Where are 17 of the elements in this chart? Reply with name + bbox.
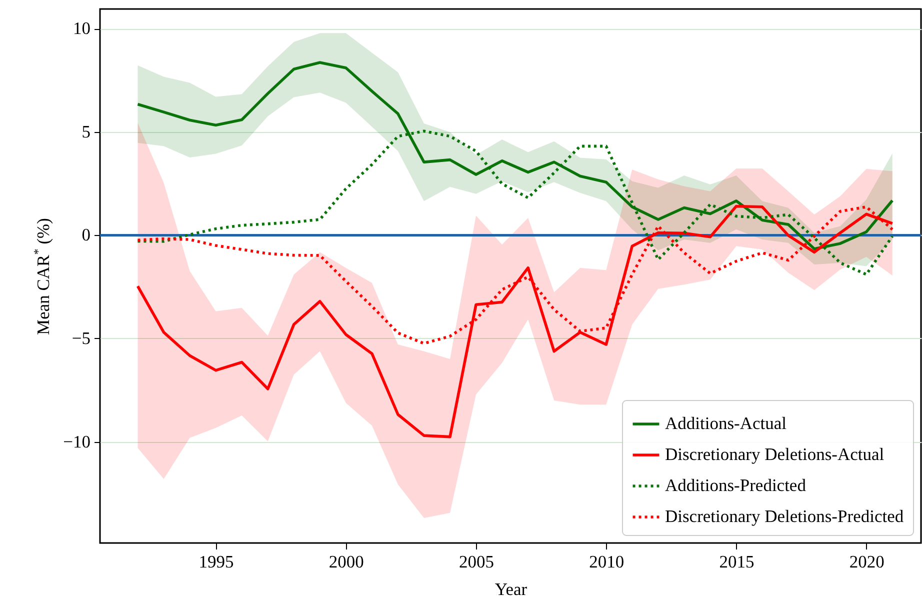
legend-label: Discretionary Deletions-Actual — [665, 444, 884, 464]
legend-label: Discretionary Deletions-Predicted — [665, 506, 904, 526]
x-axis-title: Year — [494, 579, 528, 599]
x-tick-label: 2010 — [589, 552, 624, 572]
y-tick-label: 5 — [82, 121, 91, 142]
y-tick-label: 10 — [73, 18, 91, 38]
x-tick-label: 1995 — [198, 552, 234, 572]
y-tick-label: −5 — [72, 328, 91, 348]
legend-label: Additions-Actual — [665, 413, 787, 433]
line-series — [136, 204, 894, 438]
y-tick-label: 0 — [82, 224, 91, 245]
y-tick-label: −10 — [63, 431, 91, 452]
x-tick-label: 2020 — [849, 552, 885, 572]
x-tick-label: 2005 — [459, 552, 494, 572]
legend-label: Additions-Predicted — [665, 475, 806, 495]
x-tick-label: 2000 — [328, 552, 364, 572]
x-tick-label: 2015 — [719, 552, 754, 572]
